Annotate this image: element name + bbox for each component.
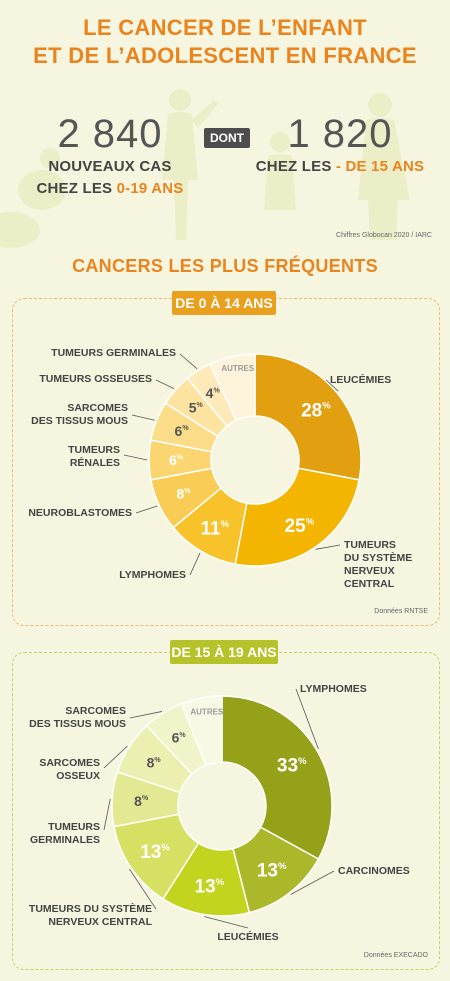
category-label-tumeurs-du-systeme-nerveux-central: TUMEURS DU SYSTÈME NERVEUX CENTRAL: [344, 539, 412, 590]
leader-line-tumeurs-germinales: [179, 353, 198, 370]
stat-total: 2 840 NOUVEAUX CAS CHEZ LES 0-19 ANS: [30, 112, 190, 200]
leader-line-tumeurs-renales: [123, 454, 148, 461]
stat-total-line1: NOUVEAUX CAS: [48, 158, 172, 175]
stat-under15-age-range: - DE 15 ANS: [335, 158, 425, 175]
category-label-lymphomes: LYMPHOMES: [119, 569, 186, 581]
page-title: LE CANCER DE L’ENFANT ET DE L’ADOLESCENT…: [0, 14, 450, 70]
leader-line-lymphomes: [295, 688, 319, 750]
slice-autres: [208, 353, 256, 422]
title-line-2: ET DE L’ADOLESCENT EN FRANCE: [33, 43, 417, 68]
stat-total-line2: CHEZ LES 0-19 ANS: [36, 180, 184, 197]
leader-line-leucemies: [325, 379, 339, 392]
connector-badge: DONT: [204, 128, 250, 148]
family-silhouette-illustration: [0, 89, 410, 248]
stat-under15-number: 1 820: [287, 112, 393, 156]
source-15-19: Données EXECADO: [363, 952, 428, 959]
slice-label-autres: AUTRES: [221, 364, 255, 373]
category-label-tumeurs-du-systeme-nerveux-central: TUMEURS DU SYSTÈME NERVEUX CENTRAL: [29, 902, 153, 928]
category-label-tumeurs-germinales: TUMEURS GERMINALES: [51, 347, 176, 359]
title-line-1: LE CANCER DE L’ENFANT: [83, 15, 367, 40]
badge-15-19: DE 15 À 19 ANS: [170, 640, 278, 664]
leader-line-sarcomes-des-tissus-mous: [129, 711, 163, 719]
badge-0-14: DE 0 À 14 ANS: [172, 291, 276, 315]
leader-line-carcinomes: [290, 870, 335, 895]
category-label-carcinomes: CARCINOMES: [338, 865, 410, 877]
category-label-leucemies: LEUCÉMIES: [217, 930, 278, 943]
slice-lymphomes: [221, 695, 333, 861]
category-label-sarcomes-des-tissus-mous: SARCOMES DES TISSUS MOUS: [31, 402, 128, 427]
leader-line-tumeurs-du-systeme-nerveux-central: [129, 868, 157, 910]
leader-line-leucemies: [204, 916, 249, 929]
leader-line-tumeurs-du-systeme-nerveux-central: [315, 544, 341, 550]
category-label-neuroblastomes: NEUROBLASTOMES: [28, 507, 132, 519]
category-label-lymphomes: LYMPHOMES: [300, 683, 367, 695]
stat-under15-line1: CHEZ LES - DE 15 ANS: [255, 158, 425, 175]
slice-leucemies: [254, 353, 362, 481]
slice-tumeurs-du-systeme-nerveux-central: [234, 467, 360, 567]
leader-line-sarcomes-osseux: [103, 745, 128, 769]
leader-line-sarcomes-des-tissus-mous: [131, 414, 155, 421]
category-label-tumeurs-osseuses: TUMEURS OSSEUSES: [39, 373, 152, 385]
stat-under15: 1 820 CHEZ LES - DE 15 ANS: [255, 112, 425, 178]
source-0-14: Données RNTSE: [374, 608, 428, 615]
leader-line-tumeurs-germinales: [103, 798, 111, 831]
leader-line-tumeurs-osseuses: [155, 379, 175, 389]
slice-autres: [180, 695, 223, 767]
stat-total-age-range: 0-19 ANS: [116, 180, 184, 197]
slice-label-autres: AUTRES: [190, 707, 224, 716]
category-label-tumeurs-germinales: TUMEURS GERMINALES: [30, 821, 100, 846]
section-title: CANCERS LES PLUS FRÉQUENTS: [72, 256, 378, 276]
category-label-sarcomes-des-tissus-mous: SARCOMES DES TISSUS MOUS: [29, 705, 126, 730]
category-label-tumeurs-renales: TUMEURS RÉNALES: [68, 444, 120, 469]
leader-line-neuroblastomes: [135, 505, 158, 514]
leader-line-lymphomes: [189, 552, 201, 576]
stat-total-number: 2 840: [57, 112, 163, 156]
category-label-leucemies: LEUCÉMIES: [330, 373, 391, 386]
category-label-sarcomes-osseux: SARCOMES OSSEUX: [39, 757, 100, 782]
stats-source: Chiffres Globocan 2020 / IARC: [336, 232, 432, 239]
